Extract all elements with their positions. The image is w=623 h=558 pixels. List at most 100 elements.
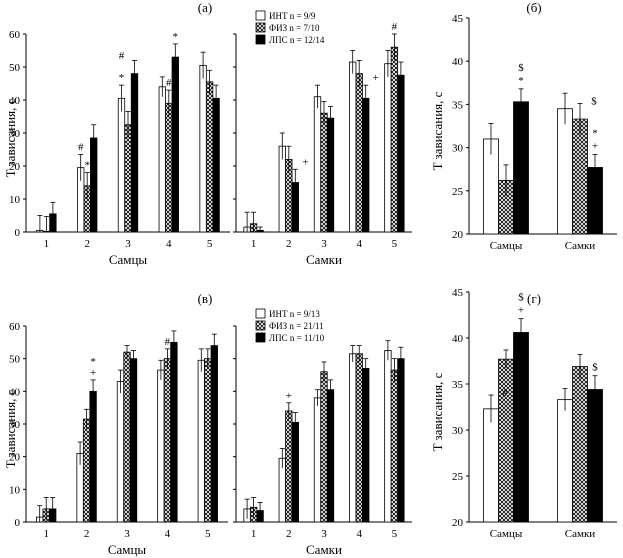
bar-ИНТ-5: [384, 350, 392, 523]
y-tick-label: 40: [452, 333, 464, 345]
bar-ЛПС-3: [326, 117, 335, 233]
legend-label: ФИЗ n = 7/10: [269, 23, 320, 33]
bar-ИНТ-5: [197, 359, 205, 523]
significance-mark: #: [119, 50, 125, 62]
x-tick-label: 1: [44, 238, 50, 250]
bar-ИНТ-3: [313, 96, 322, 233]
significance-mark: *: [173, 31, 179, 43]
bar-ФИЗ-4: [355, 353, 363, 523]
significance-mark: $: [592, 362, 598, 374]
bar-ЛПС-Самцы: [513, 101, 529, 235]
bar-ИНТ-3: [116, 381, 125, 523]
bar-ИНТ-Самки: [557, 399, 573, 523]
significance-mark: *: [592, 128, 598, 140]
x-tick-label: 1: [251, 528, 257, 540]
x-axis-label: Самцы: [108, 542, 147, 557]
x-tick-label: Самцы: [490, 240, 523, 252]
y-tick-label: 45: [452, 13, 464, 25]
y-tick-label: 25: [452, 471, 464, 483]
y-tick-label: 30: [452, 425, 464, 437]
bar-ФИЗ-Самки: [572, 118, 588, 235]
bar-ЛПС-3: [130, 73, 139, 233]
y-axis-label: T зависания, с: [430, 91, 445, 170]
bar-ФИЗ-4: [355, 73, 363, 233]
bar-ИНТ-5: [199, 64, 207, 233]
y-tick-label: 10: [9, 194, 21, 206]
bar-ФИЗ-3: [320, 112, 328, 233]
bar-ЛПС-2: [89, 390, 97, 523]
bar-ФИЗ-4: [165, 102, 173, 233]
x-tick-label: 2: [84, 238, 90, 250]
bar-ФИЗ-5: [390, 46, 399, 233]
panel-label: (а): [198, 0, 212, 15]
bar-ЛПС-4: [171, 56, 179, 233]
legend-swatch: [255, 332, 266, 343]
y-tick-label: 0: [15, 227, 21, 239]
y-tick-label: 20: [452, 229, 464, 241]
x-tick-label: 4: [356, 238, 362, 250]
group-1: 1 2 3 4 5 Самки + + #: [233, 21, 412, 267]
y-tick-label: 20: [9, 161, 21, 173]
y-axis-label: T зависания, с: [430, 372, 445, 451]
bar-ЛПС-5: [210, 345, 218, 523]
bar-ФИЗ-3: [123, 351, 131, 523]
y-tick-label: 20: [452, 517, 464, 529]
bar-ЛПС-Самцы: [513, 332, 529, 523]
x-tick-label: Самцы: [490, 528, 523, 540]
x-tick-label: 1: [251, 238, 257, 250]
bar-ИНТ-4: [349, 61, 357, 233]
bar-ИНТ-Самки: [557, 108, 573, 235]
bar-ФИЗ-3: [124, 124, 132, 233]
y-tick-label: 0: [15, 517, 21, 529]
bar-ИНТ-3: [117, 97, 126, 233]
significance-mark: +: [90, 367, 96, 379]
bar-ИНТ-4: [157, 369, 165, 523]
significance-mark: +: [302, 156, 308, 168]
y-tick-label: 25: [452, 186, 464, 198]
y-tick-label: 50: [9, 354, 21, 366]
bar-ЛПС-Самки: [587, 389, 603, 523]
legend-label: ЛПС n = 11/10: [269, 333, 325, 343]
x-tick-label: 5: [207, 238, 213, 250]
bar-ИНТ-4: [158, 86, 166, 233]
significance-mark: #: [165, 336, 171, 348]
significance-mark: *: [119, 72, 125, 84]
legend-label: ИНТ n = 9/13: [269, 309, 320, 319]
bar-ЛПС-4: [362, 368, 370, 523]
x-tick-label: 1: [43, 528, 49, 540]
y-tick-label: 60: [9, 29, 21, 41]
significance-mark: *: [518, 75, 524, 87]
bar-ФИЗ-2: [285, 410, 293, 523]
bar-ФИЗ-Самки: [572, 366, 588, 523]
panel-label: (б): [526, 0, 541, 15]
y-axis-label: T зависания, с: [3, 98, 18, 177]
bar-ЛПС-3: [326, 389, 335, 523]
legend-swatch: [255, 34, 266, 45]
x-tick-label: 5: [392, 528, 398, 540]
significance-mark: #: [78, 141, 84, 153]
bar-ЛПС-2: [291, 421, 299, 523]
bar-ФИЗ-5: [204, 358, 212, 523]
significance-mark: +: [286, 390, 292, 402]
y-tick-label: 35: [452, 379, 464, 391]
x-tick-label: 3: [321, 238, 327, 250]
x-tick-label: Самки: [565, 240, 596, 252]
y-tick-label: 50: [9, 62, 21, 74]
bar-ИНТ-5: [384, 63, 392, 233]
x-tick-label: 5: [205, 528, 211, 540]
y-tick-label: 45: [452, 287, 464, 299]
significance-mark: #: [502, 387, 508, 399]
significance-mark: $: [518, 292, 524, 304]
panel-c: (в) 0 10 20 30 40 50 60 T зависания, с 1 2 3 4 5 Самцы…: [3, 291, 412, 557]
bar-ЛПС-5: [212, 97, 220, 233]
bar-ЛПС-4: [362, 97, 370, 233]
x-tick-label: 3: [125, 238, 131, 250]
y-tick-label: 40: [452, 56, 464, 68]
significance-mark: *: [90, 356, 96, 368]
bar-ЛПС-3: [129, 358, 138, 523]
group-0: 1 2 3 4 5 Самцы *+ #: [26, 330, 228, 557]
significance-mark: +: [373, 72, 379, 84]
bar-ФИЗ-Самцы: [498, 358, 514, 523]
legend-swatch: [255, 10, 266, 21]
legend-label: ФИЗ n = 21/11: [269, 321, 324, 331]
